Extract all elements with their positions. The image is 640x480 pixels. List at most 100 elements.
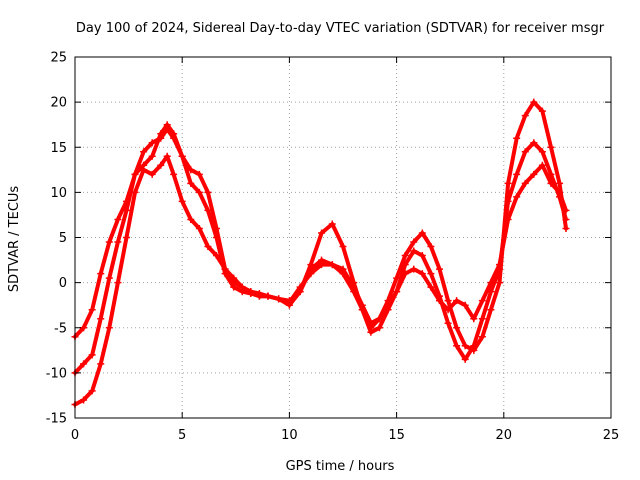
data-point-marker [496,279,504,287]
data-point-marker [328,220,336,228]
y-tick-label: 20 [50,96,67,111]
data-point-marker [97,270,105,278]
data-point-marker [435,265,443,273]
data-point-marker [427,283,435,291]
data-point-marker [328,261,336,269]
data-point-marker [547,143,555,151]
data-point-marker [530,98,538,106]
data-point-marker [318,229,326,237]
data-point-marker [157,161,165,169]
x-tick-label: 10 [281,428,298,443]
data-point-marker [513,170,521,178]
data-point-marker [470,342,478,350]
data-point-marker [88,306,96,314]
data-point-marker [80,360,88,368]
x-tick-label: 15 [388,428,405,443]
data-point-marker [418,270,426,278]
data-point-marker [375,315,383,323]
data-point-marker [296,283,304,291]
data-point-marker [80,396,88,404]
data-point-marker [140,148,148,156]
data-point-marker [496,261,504,269]
data-point-marker [264,292,272,300]
data-point-marker [230,283,238,291]
data-point-marker [513,193,521,201]
data-series [71,98,570,408]
data-point-marker [444,306,452,314]
data-point-marker [521,179,529,187]
data-point-marker [401,261,409,269]
data-point-marker [114,215,122,223]
data-point-marker [163,152,171,160]
x-tick-label: 25 [603,428,620,443]
data-point-marker [461,301,469,309]
data-point-marker [435,297,443,305]
data-point-marker [521,148,529,156]
data-point-marker [375,324,383,332]
data-point-marker [285,298,293,306]
data-point-marker [461,342,469,350]
data-point-marker [487,306,495,314]
y-tick-label: -15 [46,412,67,427]
y-tick-label: 15 [50,141,67,156]
data-point-marker [504,215,512,223]
data-point-marker [538,107,546,115]
data-point-marker [275,295,283,303]
data-point-marker [538,148,546,156]
data-point-marker [148,139,156,147]
data-point-marker [453,324,461,332]
data-point-marker [122,206,130,214]
y-tick-label: -10 [46,366,67,381]
data-point-marker [238,283,246,291]
data-point-marker [444,297,452,305]
data-point-marker [157,134,165,142]
data-point-marker [504,197,512,205]
grid [75,57,611,418]
data-point-marker [204,188,212,196]
data-point-marker [530,170,538,178]
data-point-marker [170,170,178,178]
series-track-3 [71,152,570,408]
y-tick-label: -5 [54,321,67,336]
data-point-marker [470,315,478,323]
x-tick-label: 5 [178,428,186,443]
data-point-marker [131,188,139,196]
x-tick-label: 20 [496,428,513,443]
data-point-marker [204,206,212,214]
series-line [73,154,568,407]
data-point-marker [221,265,229,273]
data-point-marker [358,301,366,309]
axis-ticks: -15 -10 -5 0 5 10 15 20 25 0 5 10 15 20 25 [46,51,620,444]
data-point-marker [187,215,195,223]
y-tick-label: 25 [50,51,67,66]
data-point-marker [307,270,315,278]
y-axis-label: SDTVAR / TECUs [7,186,22,293]
data-point-marker [122,234,130,241]
data-point-marker [453,342,461,350]
data-point-marker [213,234,221,241]
data-point-marker [562,206,570,214]
data-point-marker [444,319,452,327]
data-point-marker [195,170,203,178]
chart-title: Day 100 of 2024, Sidereal Day-to-day VTE… [76,21,605,36]
data-point-marker [213,252,221,260]
y-tick-label: 0 [59,276,67,291]
data-point-marker [247,288,255,296]
y-tick-label: 5 [59,231,67,246]
data-point-marker [163,125,171,133]
data-point-marker [339,265,347,273]
data-point-marker [105,324,113,332]
data-point-marker [556,188,564,196]
data-point-marker [187,179,195,187]
data-point-marker [318,261,326,269]
data-point-marker [418,229,426,237]
data-point-marker [478,315,486,323]
data-point-marker [562,224,570,232]
data-point-marker [401,270,409,278]
data-point-marker [478,333,486,341]
series-track-1 [71,98,570,354]
series-line [73,127,568,375]
data-point-marker [131,170,139,178]
data-point-marker [427,243,435,251]
